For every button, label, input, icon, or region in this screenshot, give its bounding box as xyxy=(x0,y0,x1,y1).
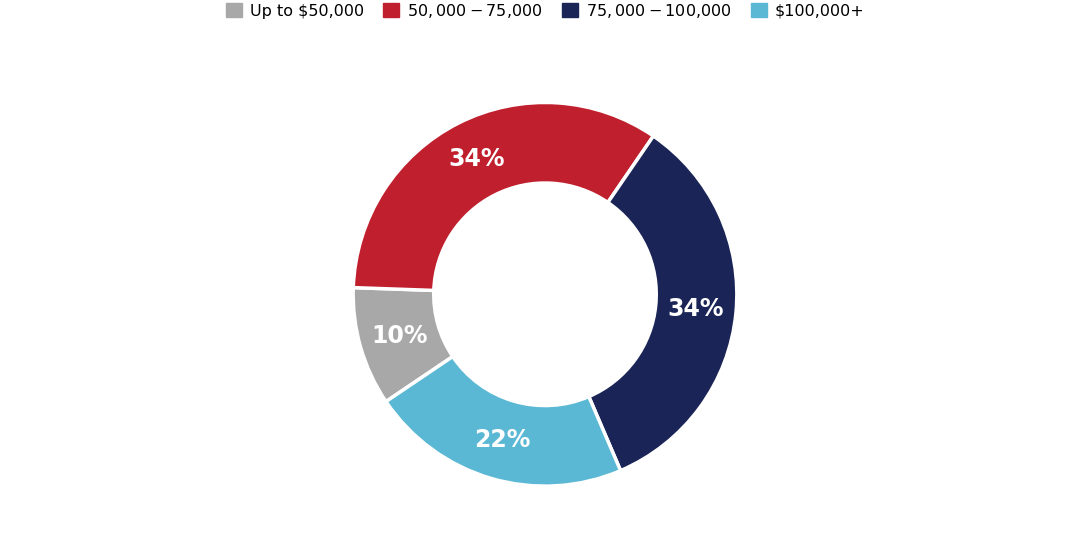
Text: 34%: 34% xyxy=(448,147,505,171)
Legend: Up to $50,000, $50,000-$75,000, $75,000-$100,000, $100,000+: Up to $50,000, $50,000-$75,000, $75,000-… xyxy=(219,0,871,26)
Wedge shape xyxy=(353,102,653,290)
Text: 22%: 22% xyxy=(474,428,531,452)
Text: 10%: 10% xyxy=(371,324,427,348)
Wedge shape xyxy=(353,288,452,402)
Wedge shape xyxy=(386,356,620,486)
Wedge shape xyxy=(589,136,737,471)
Text: 34%: 34% xyxy=(667,297,724,321)
